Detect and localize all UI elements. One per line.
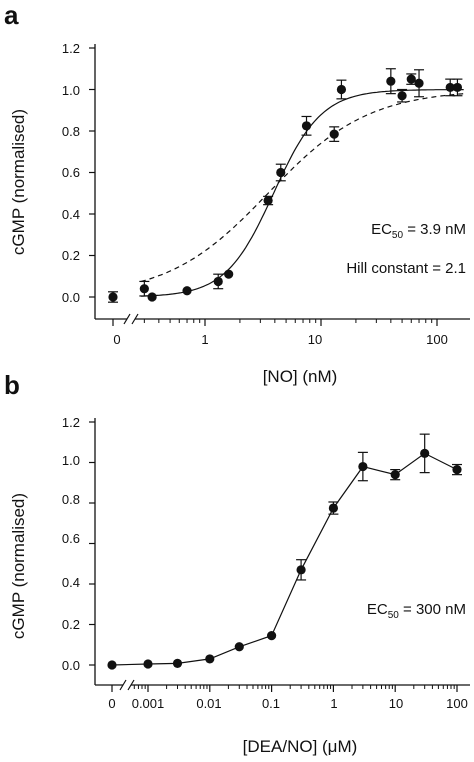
- panel-a-data-point: [213, 276, 223, 287]
- panel-a-plot: [89, 44, 470, 326]
- panel-a-axis-break: [123, 313, 131, 325]
- panel-a-xtick-label: 100: [426, 332, 448, 347]
- panel-a-ytick-label: 0.6: [62, 165, 80, 180]
- panel-b-ytick-label: 0.0: [62, 658, 80, 673]
- panel-b-data-point: [205, 654, 215, 664]
- panel-a-data-point: [276, 167, 286, 178]
- panel-b-ytick-label: 0.2: [62, 617, 80, 632]
- panel-a-letter: a: [4, 0, 19, 30]
- panel-b-data-point: [172, 658, 183, 668]
- panel-a-data-point: [329, 129, 339, 139]
- panel-b-plot: [89, 418, 470, 692]
- panel-a-data-point: [263, 195, 273, 206]
- panel-a-ec50-annotation: EC50 = 3.9 nM: [371, 221, 466, 241]
- panel-a-ytick-label: 1.0: [62, 83, 80, 98]
- panel-a-data-point: [406, 74, 416, 84]
- panel-b-x-ticks: 0 0.001 0.01 0.1 1 10 100: [108, 696, 467, 711]
- panel-b-xtick-label: 10: [389, 696, 403, 711]
- panel-b-axis-break: [119, 679, 127, 691]
- panel-b-xtick-label: 0.01: [196, 696, 221, 711]
- panel-a-data-point: [414, 78, 424, 88]
- panel-b-data-point: [452, 464, 462, 475]
- panel-b-data-point: [296, 565, 306, 575]
- panel-a-x-axis-label: [NO] (nM): [263, 367, 338, 386]
- panel-b-ytick-label: 0.8: [62, 492, 80, 507]
- panel-b-y-ticks: 1.2 1.0 0.8 0.6 0.4 0.2 0.0: [62, 415, 80, 673]
- panel-a-data-point: [139, 284, 149, 294]
- panel-a-data-point: [336, 84, 347, 95]
- panel-b-series-line: [111, 452, 458, 666]
- panel-a-y-ticks: 1.2 1.0 0.8 0.6 0.4 0.2 0.0: [62, 41, 80, 305]
- panel-b-ytick-label: 1.2: [62, 415, 80, 430]
- panel-b-ec50-annotation: EC50 = 300 nM: [367, 601, 466, 621]
- panel-b-xtick-label: 0.1: [262, 696, 280, 711]
- panel-b-axis-break: [127, 679, 135, 691]
- panel-a-xtick-label: 0: [113, 332, 120, 347]
- panel-a-data-point: [147, 292, 157, 302]
- panel-a-xtick-label: 10: [308, 332, 322, 347]
- panel-a-ytick-label: 0.4: [62, 207, 80, 222]
- panel-b-ytick-label: 1.0: [62, 453, 80, 468]
- panel-b-data-point: [107, 660, 117, 670]
- panel-b-ytick-label: 0.6: [62, 531, 80, 546]
- panel-b-y-axis-label: cGMP (normalised): [9, 493, 28, 639]
- panel-a-data-point: [445, 82, 455, 93]
- panel-b-xtick-label: 1: [330, 696, 337, 711]
- panel-a-data-point: [108, 292, 118, 302]
- panel-a-data-point: [386, 76, 396, 86]
- panel-a-hill-annotation: Hill constant = 2.1: [346, 260, 466, 277]
- panel-a-data-point: [397, 91, 407, 101]
- panel-a-xtick-label: 1: [201, 332, 208, 347]
- panel-b-data-point: [328, 503, 338, 513]
- panel-b-data-point: [143, 659, 153, 669]
- panel-b-ytick-label: 0.4: [62, 575, 80, 590]
- panel-a-data-point: [224, 269, 234, 279]
- panel-b-xtick-label: 0: [108, 696, 115, 711]
- panel-a-ytick-label: 0.0: [62, 290, 80, 305]
- panel-b-letter: b: [4, 370, 20, 400]
- panel-a: a cGMP (normalised) [NO] (nM) 1.2 1.0 0.…: [4, 0, 470, 386]
- panel-b-data-point: [234, 642, 244, 652]
- panel-a-data-point: [301, 121, 312, 131]
- panel-a-y-axis-label: cGMP (normalised): [9, 109, 28, 255]
- panel-a-ytick-label: 0.8: [62, 124, 80, 139]
- panel-a-ytick-label: 0.2: [62, 248, 80, 263]
- panel-b: b cGMP (normalised) [DEA/NO] (μM) 1.2 1.…: [4, 370, 470, 756]
- panel-b-xtick-label: 100: [446, 696, 468, 711]
- panel-a-x-ticks: 0 1 10 100: [113, 332, 447, 347]
- panel-a-fit-curve: [140, 89, 464, 297]
- panel-a-data-point: [182, 286, 192, 296]
- panel-b-data-point: [358, 461, 368, 472]
- panel-b-data-point: [390, 470, 400, 480]
- panel-b-data-point: [267, 631, 277, 641]
- panel-b-data-point: [420, 448, 430, 458]
- panel-b-x-axis-label: [DEA/NO] (μM): [243, 737, 358, 756]
- panel-a-dashed-fit-curve: [140, 93, 464, 283]
- panel-a-data-point: [452, 82, 463, 93]
- panel-a-axis-break: [131, 313, 139, 325]
- panel-a-ytick-label: 1.2: [62, 41, 80, 56]
- panel-b-xtick-label: 0.001: [132, 696, 165, 711]
